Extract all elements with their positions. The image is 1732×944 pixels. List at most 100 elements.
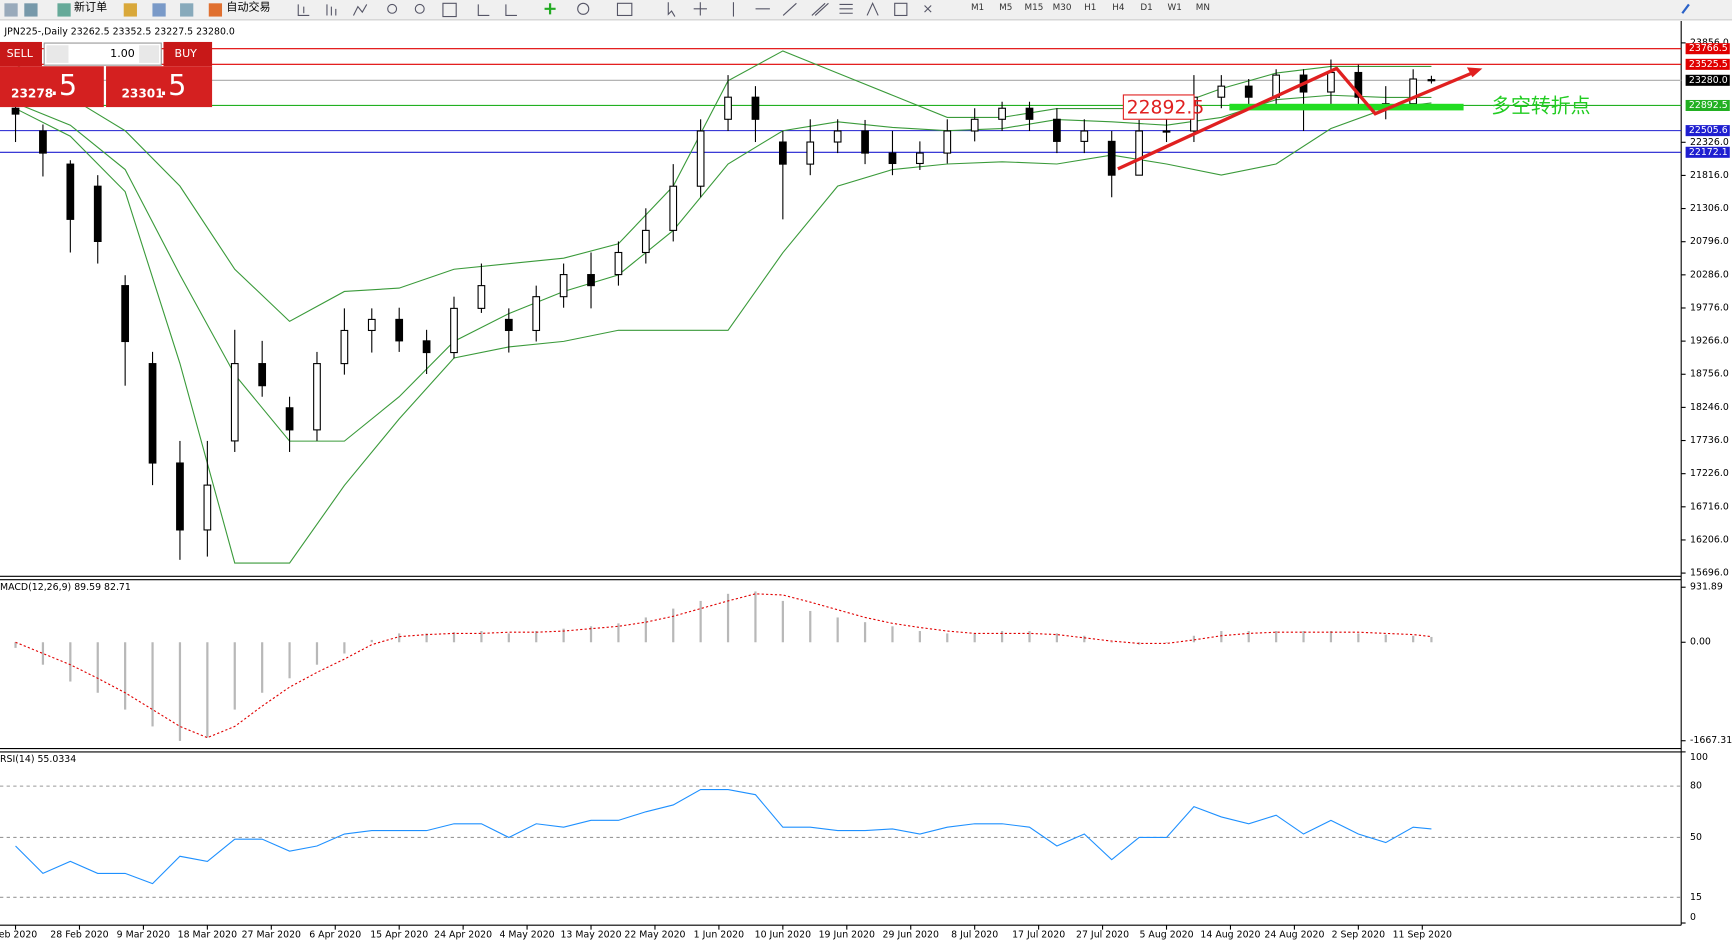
sell-price-box[interactable] — [0, 66, 104, 108]
candle-body — [93, 185, 102, 242]
level-label: 22892.5 — [1689, 100, 1728, 111]
timeframe-button[interactable]: M5 — [999, 3, 1012, 13]
macd-bar — [452, 632, 456, 643]
macd-bar — [1110, 642, 1113, 643]
macd-signal — [15, 593, 1432, 739]
tool-icon[interactable] — [326, 4, 337, 16]
rsi-tick-label: 50 — [1690, 832, 1702, 843]
bollinger-lower — [15, 102, 1432, 564]
macd-bar — [206, 642, 209, 738]
tool-icon[interactable] — [180, 3, 194, 17]
candle-body — [395, 318, 404, 342]
candle-body — [1244, 85, 1253, 98]
price-box-text: 22892.5 — [1127, 98, 1205, 119]
tool-icon[interactable] — [505, 4, 517, 17]
auto-trading-button[interactable]: 自动交易 — [226, 0, 270, 14]
candle-body — [11, 107, 20, 115]
y-tick-label: 23856.0 — [1690, 37, 1729, 48]
indicators[interactable] — [544, 3, 556, 15]
x-tick-label: 29 Jun 2020 — [883, 930, 939, 941]
macd-bar — [1357, 633, 1360, 643]
macd-bar — [946, 633, 949, 643]
timeframe-button[interactable]: M30 — [1053, 3, 1072, 13]
new-order-button[interactable]: 新订单 — [74, 0, 107, 14]
sell-price[interactable]: 23278 — [11, 86, 53, 100]
x-tick-label: 28 Feb 2020 — [50, 930, 108, 941]
buy-price[interactable]: 23301 — [122, 86, 164, 100]
periods[interactable] — [577, 2, 590, 15]
timeframe-button[interactable]: M1 — [971, 3, 984, 13]
candle-body — [1354, 71, 1363, 98]
tool-icon[interactable] — [442, 2, 457, 18]
level-tag — [1685, 43, 1730, 55]
shapes[interactable] — [924, 5, 932, 13]
lot-value[interactable]: 1.00 — [110, 47, 135, 60]
tool-icon[interactable] — [123, 3, 137, 17]
macd-bar — [343, 642, 346, 654]
zoom-in[interactable] — [387, 3, 398, 14]
lot-up[interactable] — [139, 45, 160, 63]
candle-body — [943, 130, 952, 154]
timeframe-button[interactable]: D1 — [1140, 3, 1152, 13]
fibo[interactable] — [839, 3, 853, 14]
candle-body — [861, 130, 869, 154]
sell-button[interactable] — [0, 41, 42, 67]
timeframe-button[interactable]: H1 — [1084, 3, 1096, 13]
timeframe-button[interactable]: W1 — [1168, 3, 1182, 13]
macd-bar — [809, 610, 812, 643]
macd-bar — [1165, 642, 1168, 643]
tool-icon[interactable] — [477, 4, 490, 17]
tool-icon[interactable] — [352, 4, 368, 16]
tool-icon[interactable] — [4, 3, 18, 17]
sell-price-fraction[interactable]: .5 — [50, 68, 77, 102]
macd-bar — [41, 642, 45, 665]
y-tick-label: 21306.0 — [1690, 203, 1729, 214]
trendline[interactable] — [782, 2, 797, 16]
level-tag — [1685, 58, 1730, 70]
x-tick-label: 17 Jul 2020 — [1012, 930, 1065, 941]
cursor[interactable] — [667, 2, 676, 17]
level-tag — [1685, 125, 1730, 137]
y-tick-label: 19266.0 — [1690, 336, 1729, 347]
templates[interactable] — [616, 2, 633, 17]
lot-input[interactable] — [43, 42, 162, 66]
macd-bar — [1192, 635, 1196, 643]
tool-icon[interactable] — [297, 4, 310, 17]
x-tick-label: 1 Jun 2020 — [694, 930, 744, 941]
channel[interactable] — [811, 2, 829, 16]
candle-body — [696, 130, 705, 187]
tool-icon[interactable] — [24, 3, 38, 17]
zoom-out[interactable] — [414, 3, 425, 14]
plot: 23856.0 22326.0 21816.0 21306.0 20796.0 20286… — [0, 37, 1732, 941]
candle-body — [1053, 118, 1061, 142]
timeframe-button[interactable]: M15 — [1024, 3, 1043, 13]
level-label: 23280.0 — [1689, 75, 1728, 86]
macd-bar — [398, 633, 401, 643]
buy-label[interactable]: BUY — [175, 47, 198, 60]
timeframe-button[interactable]: H4 — [1112, 3, 1125, 13]
buy-button[interactable] — [163, 41, 213, 67]
new-order-icon[interactable] — [57, 3, 71, 17]
text-tool[interactable] — [866, 1, 879, 16]
candle-body — [285, 407, 294, 431]
search[interactable] — [1681, 3, 1690, 14]
symbol-header: JPN225-,Daily 23262.5 23352.5 23227.5 23… — [3, 27, 234, 38]
crosshair[interactable] — [693, 2, 707, 16]
y-tick-label: 15696.0 — [1690, 568, 1729, 579]
lot-down[interactable] — [46, 45, 69, 63]
label-tool[interactable] — [894, 2, 908, 17]
x-tick-label: 15 Apr 2020 — [370, 930, 428, 941]
tool-icon[interactable] — [152, 3, 166, 17]
buy-price-box[interactable] — [106, 66, 213, 108]
y-tick-label: 19776.0 — [1690, 302, 1729, 313]
sell-label[interactable]: SELL — [7, 47, 34, 60]
timeframe-button[interactable]: MN — [1196, 3, 1210, 13]
x-tick-label: Feb 2020 — [0, 930, 37, 941]
candle-body — [806, 141, 815, 165]
trade-panel: SELL 1.00 BUY 23278 .5 23301 .5 — [0, 41, 213, 108]
candle-body — [1217, 85, 1226, 98]
macd-bar — [14, 642, 17, 648]
auto-trading-icon[interactable] — [208, 3, 223, 17]
buy-price-fraction[interactable]: .5 — [159, 68, 186, 102]
